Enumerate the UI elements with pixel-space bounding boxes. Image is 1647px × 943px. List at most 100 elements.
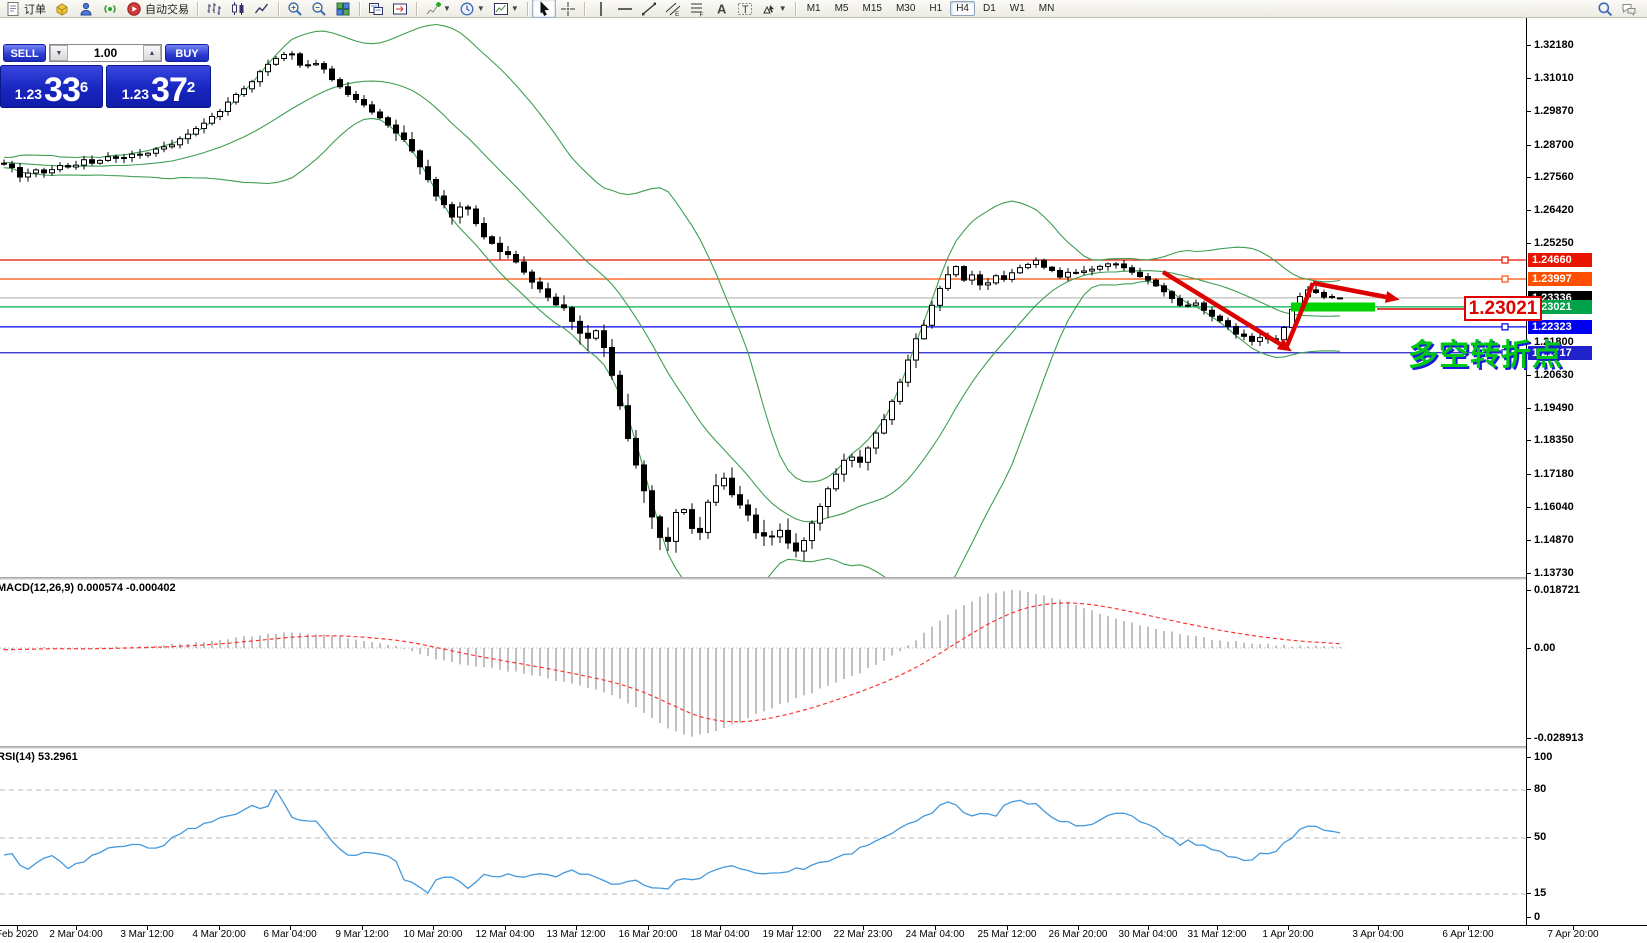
candle-body <box>569 307 575 322</box>
sell-price-display[interactable]: 1.23 33 6 <box>0 65 103 108</box>
candle-body <box>25 172 31 178</box>
chevron-down-icon[interactable]: ▼ <box>443 4 451 13</box>
chart-shift-button[interactable] <box>388 0 412 18</box>
hline-handle[interactable] <box>1501 349 1509 357</box>
price-callout-box[interactable]: 1.23021 <box>1464 296 1542 321</box>
timeframe-button-m30[interactable]: M30 <box>895 3 916 14</box>
time-scale[interactable]: Feb 2020 2 Mar 04:00 3 Mar 12:00 4 Mar 20:0… <box>0 925 1647 943</box>
chevron-down-icon[interactable]: ▼ <box>778 4 787 13</box>
candle-body <box>577 320 583 334</box>
history-center-button[interactable] <box>50 0 74 18</box>
candle-body <box>729 477 735 496</box>
candlestick-chart-button[interactable] <box>226 0 250 18</box>
candle-body <box>361 99 367 106</box>
axis-tick-mark <box>1527 473 1531 475</box>
support-highlight-bar[interactable] <box>1291 302 1375 312</box>
candle-body <box>977 274 983 286</box>
fibonacci-button[interactable]: F <box>685 0 709 18</box>
candle-body <box>441 195 447 206</box>
cursor-button[interactable] <box>531 0 556 18</box>
candle-body <box>1105 263 1111 267</box>
candle-body <box>1185 304 1191 307</box>
candle-body <box>1153 279 1159 287</box>
timeframe-button-m1[interactable]: M1 <box>806 3 821 14</box>
pane-divider-rsi[interactable] <box>0 746 1647 749</box>
zoom-out-button[interactable] <box>307 0 331 18</box>
arrow-head[interactable] <box>1384 291 1401 305</box>
pane-divider-macd[interactable] <box>0 577 1647 580</box>
templates-button[interactable]: ▼ <box>489 0 523 18</box>
arrows-button[interactable]: ▼ <box>757 0 791 18</box>
horizontal-line-button[interactable] <box>613 0 637 18</box>
buy-button[interactable]: BUY <box>165 44 209 62</box>
chevron-down-icon[interactable]: ▼ <box>476 4 485 13</box>
arrange-charts-button[interactable] <box>364 0 388 18</box>
volume-increase-button[interactable]: ▲ <box>143 45 161 61</box>
crosshair-button[interactable] <box>556 0 580 18</box>
macd-pane-canvas[interactable] <box>0 580 1526 746</box>
candle-body <box>529 271 535 283</box>
sell-button[interactable]: SELL <box>3 44 46 62</box>
timeframe-button-h4[interactable]: H4 <box>950 1 975 16</box>
candle-body <box>721 477 727 487</box>
timeframe-button-d1[interactable]: D1 <box>983 3 996 14</box>
candle-body <box>489 236 495 244</box>
vertical-line-button[interactable] <box>589 0 613 18</box>
autotrade-button-label: 自动交易 <box>145 3 189 16</box>
price-axis-label: 1.13730 <box>1534 566 1574 579</box>
timeframe-button-m15[interactable]: M15 <box>862 3 882 14</box>
time-tick-mark <box>1217 926 1218 930</box>
bar-chart-button[interactable] <box>202 0 226 18</box>
timeframe-button-m5[interactable]: M5 <box>834 3 849 14</box>
periods-button[interactable]: ▼ <box>455 0 489 18</box>
sell-price-sup: 6 <box>79 79 89 96</box>
candle-body <box>625 405 631 439</box>
candle-body <box>1201 302 1207 311</box>
arrow-segment[interactable] <box>1312 280 1387 300</box>
candle-body <box>81 159 87 166</box>
arrow-segment[interactable] <box>1161 270 1282 346</box>
price-axis-label: 1.25250 <box>1534 237 1574 250</box>
candle-body <box>681 509 687 514</box>
chevron-down-icon[interactable]: ▼ <box>510 4 519 13</box>
candle-body <box>225 101 231 112</box>
new-order-button[interactable]: 订单 <box>1 0 50 18</box>
buy-price-display[interactable]: 1.23 37 2 <box>106 65 211 108</box>
text-label-button[interactable]: T <box>733 0 757 18</box>
candle-body <box>809 522 815 542</box>
price-chart-canvas[interactable] <box>0 18 1526 577</box>
candle-body <box>1025 263 1031 269</box>
volume-decrease-button[interactable]: ▼ <box>50 45 68 61</box>
price-scale[interactable]: 1.32180 1.31010 1.29870 1.28700 1.27560 1.264… <box>1526 18 1647 925</box>
svg-text:A: A <box>717 1 727 16</box>
trendline-button[interactable] <box>637 0 661 18</box>
autotrade-button[interactable]: 自动交易 <box>122 0 193 18</box>
tile-windows-button[interactable] <box>331 0 355 18</box>
candle-body <box>793 542 799 552</box>
contacts-button[interactable] <box>74 0 98 18</box>
trend-arrows[interactable] <box>1161 270 1401 356</box>
breakout-annotation-text[interactable]: 多空转折点 <box>1408 338 1563 373</box>
chat-button[interactable] <box>1617 0 1641 18</box>
candle-body <box>97 159 103 164</box>
rsi-pane-canvas[interactable] <box>0 749 1526 925</box>
timeframe-button-w1[interactable]: W1 <box>1009 3 1025 14</box>
text-button[interactable]: A <box>709 0 733 18</box>
timeframe-button-h1[interactable]: H1 <box>929 3 943 14</box>
signals-button[interactable] <box>98 0 122 18</box>
hline-handle[interactable] <box>1501 256 1509 264</box>
hline-handle[interactable] <box>1501 275 1509 283</box>
arrow-segment[interactable] <box>1283 282 1316 349</box>
timeframe-button-mn[interactable]: MN <box>1038 3 1055 14</box>
candle-body <box>585 332 591 339</box>
search-button[interactable] <box>1593 0 1617 18</box>
time-axis-label: 26 Mar 20:00 <box>1048 929 1108 940</box>
indicators-button[interactable]: ▼ <box>421 0 455 18</box>
template-icon <box>493 2 508 15</box>
candle-body <box>657 516 663 538</box>
equidistant-channel-button[interactable]: E <box>661 0 685 18</box>
zoom-in-button[interactable] <box>283 0 307 18</box>
volume-input[interactable] <box>68 45 143 61</box>
hline-handle[interactable] <box>1501 323 1509 331</box>
line-chart-button[interactable] <box>250 0 274 18</box>
